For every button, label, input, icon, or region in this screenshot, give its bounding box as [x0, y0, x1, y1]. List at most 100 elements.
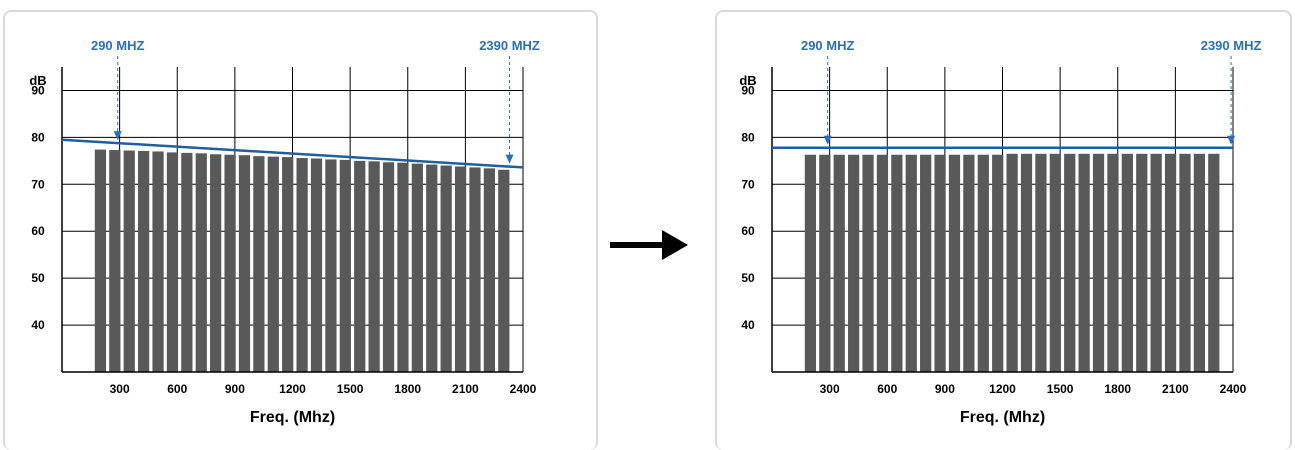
y-tick-label: 60: [31, 224, 45, 238]
bar: [166, 152, 179, 372]
bar: [1107, 153, 1119, 372]
bar: [224, 154, 236, 372]
bar: [819, 154, 831, 372]
y-tick-label: 70: [741, 177, 755, 191]
y-tick-label: 90: [31, 83, 45, 97]
bar: [339, 159, 351, 372]
x-tick-label: 300: [820, 382, 840, 396]
bar: [963, 154, 975, 372]
bar: [862, 154, 874, 372]
bar: [920, 154, 932, 372]
x-tick-label: 600: [167, 382, 187, 396]
bar: [1078, 153, 1090, 372]
marker-arrow-icon: [113, 131, 122, 141]
bar: [905, 154, 917, 372]
bar: [454, 166, 467, 372]
bar: [411, 163, 423, 372]
right-arrow-icon: [610, 228, 690, 269]
bar: [267, 156, 279, 372]
bar: [483, 168, 496, 372]
bar: [354, 160, 366, 372]
x-tick-label: 1800: [1104, 382, 1131, 396]
x-tick-label: 1200: [989, 382, 1016, 396]
bar: [1092, 153, 1105, 372]
y-axis-label: dB: [29, 73, 46, 88]
bar: [1208, 153, 1220, 372]
bar: [397, 162, 409, 372]
x-tick-label: 2400: [510, 382, 537, 396]
bar: [238, 155, 251, 372]
x-tick-label: 2100: [452, 382, 479, 396]
bar: [833, 154, 845, 372]
x-tick-label: 2100: [1162, 382, 1189, 396]
bar: [282, 157, 294, 372]
bar: [1064, 153, 1076, 372]
bar: [210, 154, 222, 372]
bar: [1136, 153, 1148, 372]
bar: [848, 154, 860, 372]
bar: [138, 150, 150, 372]
x-tick-label: 1500: [1047, 382, 1074, 396]
marker-label: 2390 MHZ: [479, 38, 540, 53]
bar: [368, 161, 380, 372]
bar: [109, 150, 121, 372]
bar: [1193, 153, 1206, 372]
y-axis-label: dB: [739, 73, 756, 88]
x-tick-label: 900: [225, 382, 245, 396]
bar: [181, 152, 193, 372]
bar: [934, 154, 946, 372]
x-tick-label: 1800: [394, 382, 421, 396]
x-tick-label: 1200: [279, 382, 306, 396]
marker-arrow-icon: [1227, 135, 1236, 145]
marker-arrow-icon: [823, 135, 832, 145]
bar: [1164, 153, 1177, 372]
bar: [426, 164, 438, 372]
y-tick-label: 50: [31, 271, 45, 285]
bar: [325, 159, 337, 372]
bar: [948, 154, 961, 372]
marker-arrow-icon: [505, 154, 514, 164]
y-tick-label: 50: [741, 271, 755, 285]
marker-label: 290 MHZ: [91, 38, 145, 53]
bar: [310, 158, 323, 372]
marker-label: 2390 MHZ: [1201, 38, 1262, 53]
bar: [1150, 153, 1162, 372]
bar: [1179, 153, 1191, 372]
y-tick-label: 40: [741, 318, 755, 332]
x-tick-label: 1500: [337, 382, 364, 396]
y-tick-label: 80: [31, 130, 45, 144]
y-tick-label: 90: [741, 83, 755, 97]
y-tick-label: 40: [31, 318, 45, 332]
x-axis-label: Freq. (Mhz): [960, 409, 1045, 426]
bar: [152, 151, 164, 372]
bar: [891, 154, 903, 372]
bar: [992, 154, 1004, 372]
limit-line: [61, 138, 524, 169]
bar: [1020, 153, 1033, 372]
y-tick-label: 70: [31, 177, 45, 191]
bar: [296, 158, 308, 372]
x-tick-label: 900: [935, 382, 955, 396]
y-tick-label: 60: [741, 224, 755, 238]
bar: [123, 150, 135, 372]
bar: [1121, 153, 1133, 372]
x-axis-label: Freq. (Mhz): [250, 409, 335, 426]
bar: [1006, 153, 1018, 372]
bar: [440, 165, 452, 372]
bar: [876, 154, 889, 372]
bar: [253, 156, 265, 372]
y-tick-label: 80: [741, 130, 755, 144]
bar: [94, 149, 107, 372]
x-tick-label: 600: [877, 382, 897, 396]
x-tick-label: 300: [110, 382, 130, 396]
x-tick-label: 2400: [1220, 382, 1247, 396]
bar: [469, 167, 481, 372]
bar: [1049, 153, 1061, 372]
marker-label: 290 MHZ: [801, 38, 855, 53]
bar: [382, 162, 395, 372]
bar: [804, 154, 817, 372]
bar: [1035, 153, 1047, 372]
bar: [195, 153, 207, 372]
